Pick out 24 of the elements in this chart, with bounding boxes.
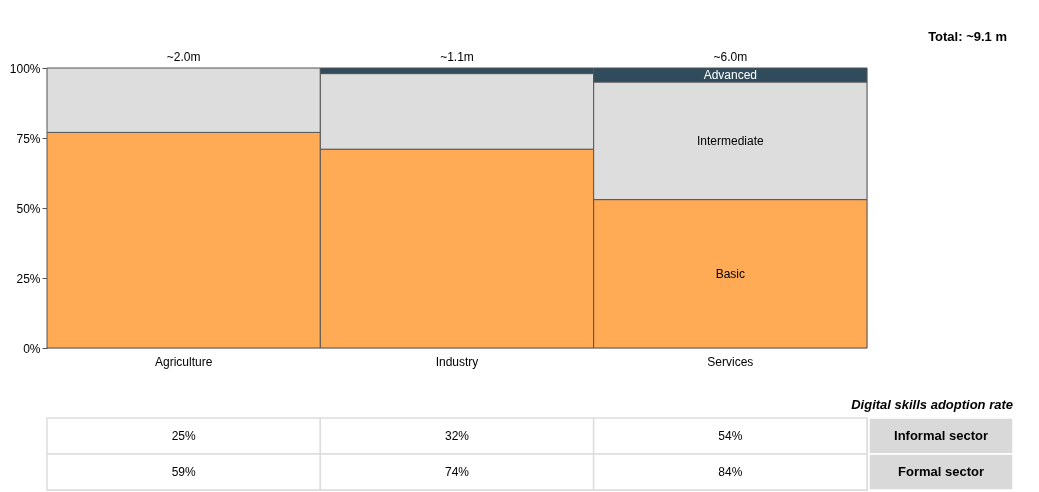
text: Digital skills adoption rate xyxy=(851,397,1013,412)
text: 84% xyxy=(718,465,743,479)
series-label: Advanced xyxy=(703,68,758,82)
series-label: Basic xyxy=(715,266,746,281)
text: 74% xyxy=(444,465,470,479)
text: 25% xyxy=(171,429,196,443)
x-tick-label: Services xyxy=(707,354,754,369)
text: Total: ~9.1 m xyxy=(928,29,1007,44)
x-tick-label: Industry xyxy=(435,354,479,369)
text: 54% xyxy=(718,429,743,443)
series-label: Intermediate xyxy=(696,133,765,148)
annotation: ~1.1m xyxy=(440,50,474,64)
y-tick-label: 0% xyxy=(23,341,41,356)
text: 59% xyxy=(171,465,196,479)
x-tick-label: Agriculture xyxy=(154,354,213,369)
y-tick-label: 100% xyxy=(9,61,41,76)
y-tick-label: 50% xyxy=(16,201,41,216)
y-tick-label: 25% xyxy=(16,271,41,286)
category-label: Informal sector xyxy=(894,428,988,443)
category-label: Formal sector xyxy=(898,464,984,479)
y-tick-label: 75% xyxy=(16,131,41,146)
text: 32% xyxy=(444,429,470,443)
annotation: ~6.0m xyxy=(713,50,748,64)
annotation: ~2.0m xyxy=(166,50,201,64)
